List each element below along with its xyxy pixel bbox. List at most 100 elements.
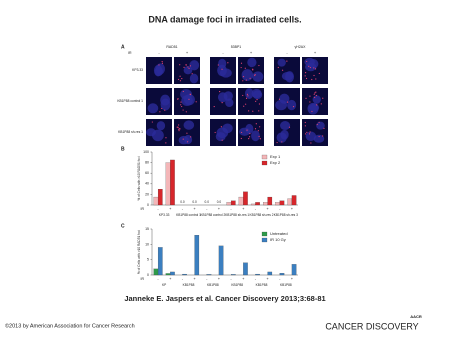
focus <box>181 77 183 80</box>
bar <box>275 202 280 206</box>
focus <box>219 90 221 93</box>
focus <box>309 66 311 69</box>
legend-swatch <box>261 231 268 237</box>
x-tick-label: + <box>169 276 172 281</box>
focus <box>258 135 260 138</box>
focus <box>322 135 324 137</box>
focus <box>322 97 324 99</box>
group-label: KB1P88 sh-res 3 <box>274 213 298 217</box>
focus <box>281 69 284 71</box>
focus <box>278 98 281 100</box>
nucleus <box>281 71 294 81</box>
x-tick-label: - <box>206 206 208 211</box>
nucleus <box>217 92 228 103</box>
treatment-label: + <box>186 50 189 55</box>
x-tick-label: + <box>169 206 172 211</box>
bar <box>157 247 163 276</box>
ir-label: IR <box>128 51 132 55</box>
focus <box>248 110 250 112</box>
nucleus <box>244 88 254 99</box>
y-tick-label: 20 <box>145 192 149 196</box>
focus <box>213 105 215 108</box>
focus <box>158 64 160 66</box>
legend-swatch <box>261 160 268 166</box>
focus <box>314 96 316 99</box>
focus <box>180 104 182 106</box>
x-tick-label: + <box>291 276 294 281</box>
focus <box>243 105 245 107</box>
x-tick-label: - <box>279 206 281 211</box>
focus <box>180 101 182 103</box>
focus <box>179 64 181 66</box>
focus <box>151 121 153 123</box>
focus <box>165 142 167 144</box>
bar <box>279 200 285 206</box>
x-tick-label: + <box>291 206 294 211</box>
nucleus <box>279 93 290 104</box>
bar <box>243 191 248 206</box>
focus <box>191 73 193 75</box>
focus <box>227 62 229 64</box>
legend-label: Exp 1 <box>270 154 281 159</box>
focus <box>292 106 295 108</box>
focus <box>323 127 325 129</box>
bar <box>255 273 260 276</box>
legend-swatch <box>261 237 268 243</box>
focus <box>249 77 251 79</box>
focus <box>246 129 248 131</box>
focus <box>256 99 258 101</box>
focus <box>320 103 322 105</box>
focus <box>246 93 249 95</box>
focus <box>305 97 307 99</box>
focus <box>281 141 283 143</box>
focus <box>182 90 184 93</box>
panel-label: A <box>121 44 125 50</box>
focus <box>185 64 188 66</box>
y-axis-label: % of Cells with >10 RAD51 foci <box>137 156 141 200</box>
bar <box>182 273 187 276</box>
focus <box>190 136 192 138</box>
bar <box>153 268 159 276</box>
y-tick-label: 15 <box>145 227 149 231</box>
bar <box>287 198 293 206</box>
x-tick-label: + <box>218 206 221 211</box>
nucleus <box>287 99 297 111</box>
stain-label: 53BP1 <box>231 45 242 49</box>
focus <box>242 94 244 97</box>
focus <box>286 60 288 62</box>
focus <box>195 101 197 103</box>
focus <box>249 132 251 135</box>
group-label: KB1P88 <box>183 283 195 287</box>
y-tick-label: 0 <box>147 203 149 207</box>
focus <box>252 110 254 112</box>
focus <box>178 128 180 130</box>
focus <box>314 92 316 94</box>
bar <box>153 196 159 206</box>
value-label: 0.0 <box>192 200 197 204</box>
focus <box>240 137 242 140</box>
nucleus <box>247 57 257 68</box>
focus <box>311 110 313 113</box>
treatment-label: - <box>158 50 160 55</box>
focus <box>248 138 250 140</box>
y-tick-label: 10 <box>145 242 149 246</box>
focus <box>188 98 190 100</box>
focus <box>242 76 245 78</box>
nucleus <box>241 69 254 81</box>
focus <box>187 66 189 68</box>
bar <box>255 202 260 206</box>
focus <box>248 136 251 138</box>
focus <box>186 132 188 134</box>
focus <box>309 131 311 133</box>
micrograph <box>302 119 328 146</box>
nucleus <box>251 88 262 99</box>
nucleus <box>252 71 264 82</box>
focus <box>316 104 318 106</box>
y-tick-label: 5 <box>147 258 149 262</box>
treatment-label: + <box>314 50 317 55</box>
focus <box>316 123 318 126</box>
x-tick-label: + <box>266 276 269 281</box>
focus <box>221 102 223 104</box>
legend-label: IR 10 Gy <box>270 237 286 242</box>
